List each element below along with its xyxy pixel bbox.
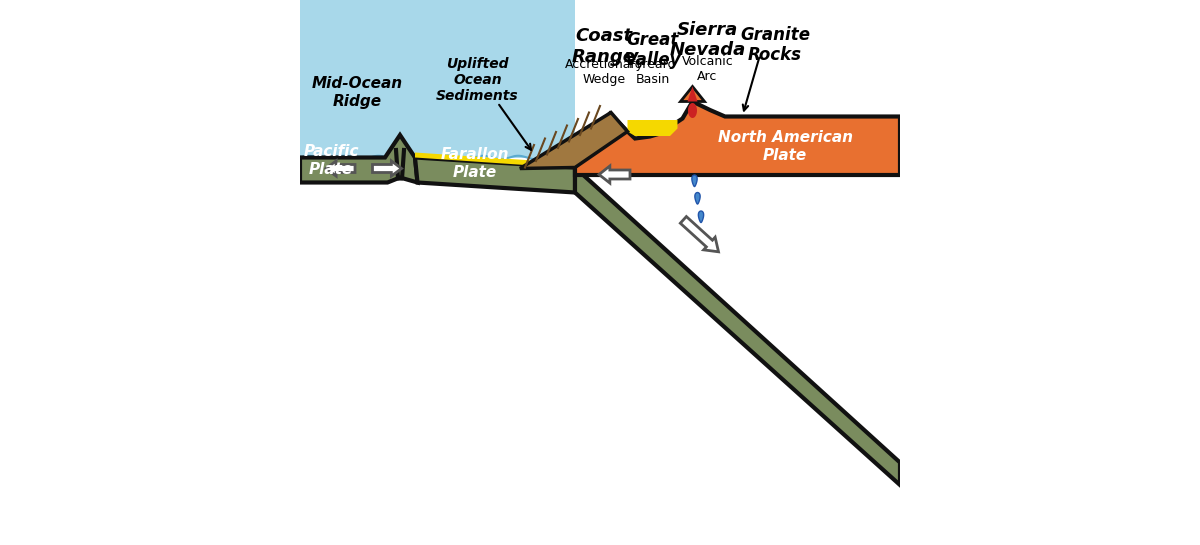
Text: Uplifted
Ocean
Sediments: Uplifted Ocean Sediments	[436, 57, 518, 103]
Polygon shape	[698, 211, 703, 222]
Polygon shape	[415, 153, 540, 166]
Text: Sierra
Nevada: Sierra Nevada	[670, 21, 745, 59]
Polygon shape	[575, 167, 900, 485]
Polygon shape	[300, 135, 418, 183]
Polygon shape	[575, 101, 900, 175]
Text: Mid-Ocean
Ridge: Mid-Ocean Ridge	[312, 76, 403, 108]
Polygon shape	[692, 175, 697, 186]
Polygon shape	[415, 158, 575, 192]
Text: Volcanic
Arc: Volcanic Arc	[682, 54, 733, 82]
Text: North American
Plate: North American Plate	[718, 130, 852, 163]
FancyArrow shape	[326, 161, 355, 176]
FancyArrow shape	[372, 161, 402, 176]
Polygon shape	[688, 103, 697, 118]
Polygon shape	[520, 112, 628, 168]
Text: Great
Valley: Great Valley	[624, 31, 680, 69]
Polygon shape	[695, 192, 700, 204]
Polygon shape	[300, 0, 575, 158]
Text: Pacific
Plate: Pacific Plate	[304, 144, 359, 177]
Text: Accretionary
Wedge: Accretionary Wedge	[564, 58, 643, 86]
Text: Forearc
Basin: Forearc Basin	[629, 58, 676, 86]
FancyArrow shape	[680, 216, 719, 252]
Text: Farallon
Plate: Farallon Plate	[440, 147, 509, 180]
Text: Granite
Rocks: Granite Rocks	[740, 26, 810, 64]
Polygon shape	[688, 87, 697, 101]
Polygon shape	[680, 87, 704, 101]
FancyArrow shape	[599, 166, 630, 183]
Polygon shape	[628, 120, 678, 136]
Text: Coast
Range: Coast Range	[572, 27, 636, 66]
